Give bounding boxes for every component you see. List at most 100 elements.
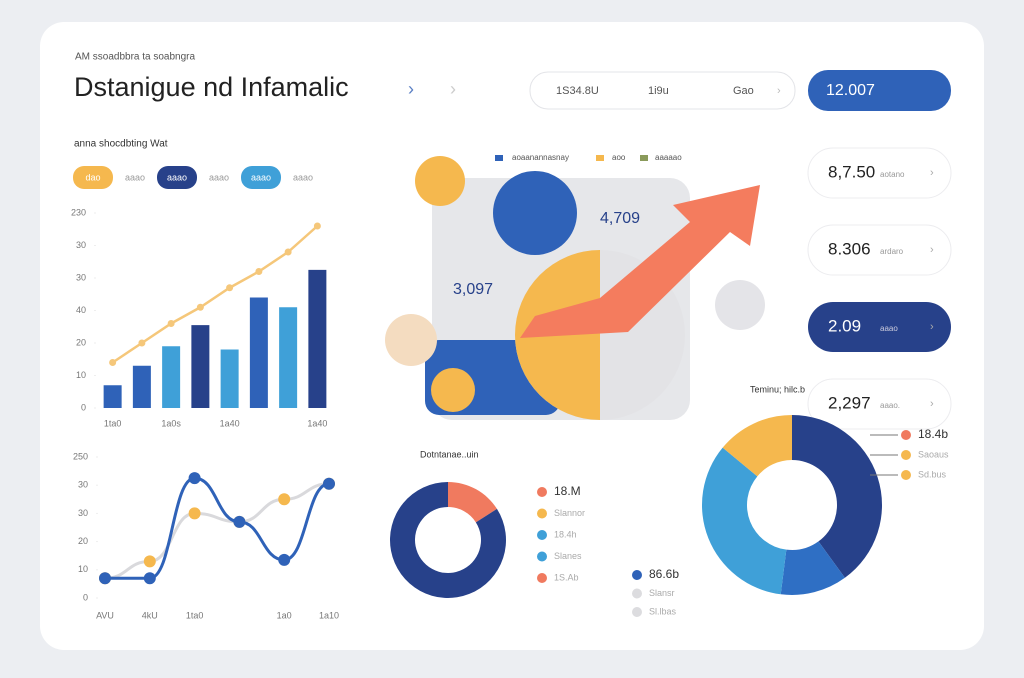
- donut-segment: [702, 447, 787, 595]
- kpi-label: aaao.: [880, 401, 900, 410]
- kpi-value: 2.09: [828, 316, 861, 335]
- legend-label: 86.6b: [649, 567, 679, 581]
- chart-title: Teminu; hilc.b: [750, 384, 805, 394]
- title: Dstanigue nd Infamalic: [74, 72, 349, 102]
- tab-label[interactable]: aaao: [251, 172, 271, 182]
- filter-bar: [529, 71, 796, 110]
- marker: [226, 284, 234, 292]
- y-tick-label: 20: [78, 536, 88, 546]
- legend-swatch: [495, 155, 503, 161]
- panel-title: anna shocdbting Wat: [74, 139, 168, 150]
- y-tick-label: 20: [76, 337, 86, 347]
- shape: [431, 368, 475, 412]
- kpi-chevron: ›: [930, 244, 934, 256]
- kpi-label: aaao: [880, 324, 898, 333]
- kpis: 8,7.50 aotano › 8.306 ardaro › 2.09 aaao › 2,297 a…: [807, 147, 952, 430]
- shape: [415, 156, 465, 206]
- donut-segment: [448, 482, 497, 523]
- tabs: dao aaao aaao aaao aaao aaao: [73, 166, 313, 189]
- marker: [109, 359, 117, 366]
- tab-label[interactable]: aaao: [125, 172, 145, 182]
- legend-label: Slannor: [554, 508, 585, 518]
- bar: [308, 269, 327, 408]
- marker: [323, 477, 335, 490]
- kpi-card[interactable]: [807, 147, 952, 199]
- x-tick-label: 1a0s: [161, 418, 181, 428]
- bar: [279, 307, 298, 408]
- bar: [132, 365, 151, 408]
- chart-title: Dotntanae..uin: [420, 449, 479, 459]
- x-tick-label: 1ta0: [186, 610, 204, 620]
- y-tick-label: 0: [83, 592, 88, 602]
- donut-segment: [780, 541, 845, 596]
- filter[interactable]: 1i9u: [648, 85, 669, 97]
- marker: [99, 572, 111, 585]
- marker: [188, 507, 201, 520]
- bar: [220, 349, 239, 408]
- legend-label: Slansr: [649, 588, 675, 598]
- kpi-card[interactable]: [808, 302, 951, 352]
- kpi-value: 8,7.50: [828, 162, 875, 181]
- tab-label[interactable]: aaao: [293, 172, 313, 182]
- x-tick-label: AVU: [96, 610, 114, 620]
- chevron[interactable]: ›: [450, 79, 456, 99]
- legend-label: aoo: [612, 153, 626, 162]
- y-tick-label: 230: [71, 207, 86, 217]
- legend-label: 1S.Ab: [554, 572, 579, 582]
- y-tick-label: 10: [76, 370, 86, 380]
- tab[interactable]: [73, 166, 113, 189]
- tab-label[interactable]: aaao: [167, 172, 187, 182]
- kpi-value: 8.306: [828, 239, 871, 258]
- filter[interactable]: 1S34.8U: [556, 85, 599, 97]
- button-label[interactable]: 12.007: [826, 82, 875, 99]
- legend-swatch: [596, 155, 604, 161]
- kpi-card[interactable]: [807, 224, 952, 276]
- x-tick-label: 1a10: [319, 610, 339, 620]
- legend-dot: [632, 588, 642, 599]
- marker: [167, 320, 175, 327]
- chevron[interactable]: ›: [777, 85, 781, 97]
- x-tick-label: 1a40: [220, 418, 240, 428]
- arrow: [520, 185, 760, 338]
- marker: [278, 553, 291, 566]
- legend-label: Slanes: [554, 551, 582, 561]
- legend-label: 18.M: [554, 484, 581, 498]
- x-tick-label: 1a40: [307, 418, 327, 428]
- shape: [493, 171, 577, 255]
- line: [111, 225, 319, 364]
- y-tick-label: 40: [76, 305, 86, 315]
- legend-dot: [537, 487, 547, 497]
- donut-segment: [389, 482, 506, 598]
- tab-label[interactable]: dao: [85, 172, 100, 182]
- y-tick-label: 30: [78, 480, 88, 490]
- button[interactable]: [808, 70, 951, 111]
- label: 4,709: [600, 210, 640, 227]
- filter[interactable]: Gao: [733, 85, 754, 97]
- marker: [278, 493, 291, 506]
- kpi-chevron: ›: [930, 167, 934, 179]
- legend-label: 18.4h: [554, 529, 577, 539]
- x-tick-label: 1a0: [277, 610, 292, 620]
- tab[interactable]: [157, 166, 197, 189]
- legend-label: aoaanannasnay: [512, 153, 569, 162]
- donut-segment: [792, 415, 883, 578]
- legend-dot: [632, 570, 642, 580]
- marker: [233, 515, 246, 528]
- y-tick-label: 30: [78, 508, 88, 518]
- feature: 4,709 3,097 aoaanannasnay aoo aaaaao: [385, 153, 765, 420]
- legend-dot: [537, 530, 547, 540]
- legend-label: Sd.bus: [918, 469, 947, 479]
- marker: [188, 472, 201, 485]
- chevron[interactable]: ›: [408, 79, 414, 99]
- tab-label[interactable]: aaao: [209, 172, 229, 182]
- legend-dot: [901, 470, 911, 480]
- kpi-label: aotano: [880, 170, 905, 179]
- legend-dot: [901, 450, 911, 460]
- marker: [143, 555, 156, 568]
- shape: [385, 314, 437, 366]
- kpi-card[interactable]: [807, 378, 952, 430]
- y-tick-label: 30: [76, 240, 86, 250]
- legend-swatch: [640, 155, 648, 161]
- tab[interactable]: [241, 166, 281, 189]
- marker: [138, 339, 146, 347]
